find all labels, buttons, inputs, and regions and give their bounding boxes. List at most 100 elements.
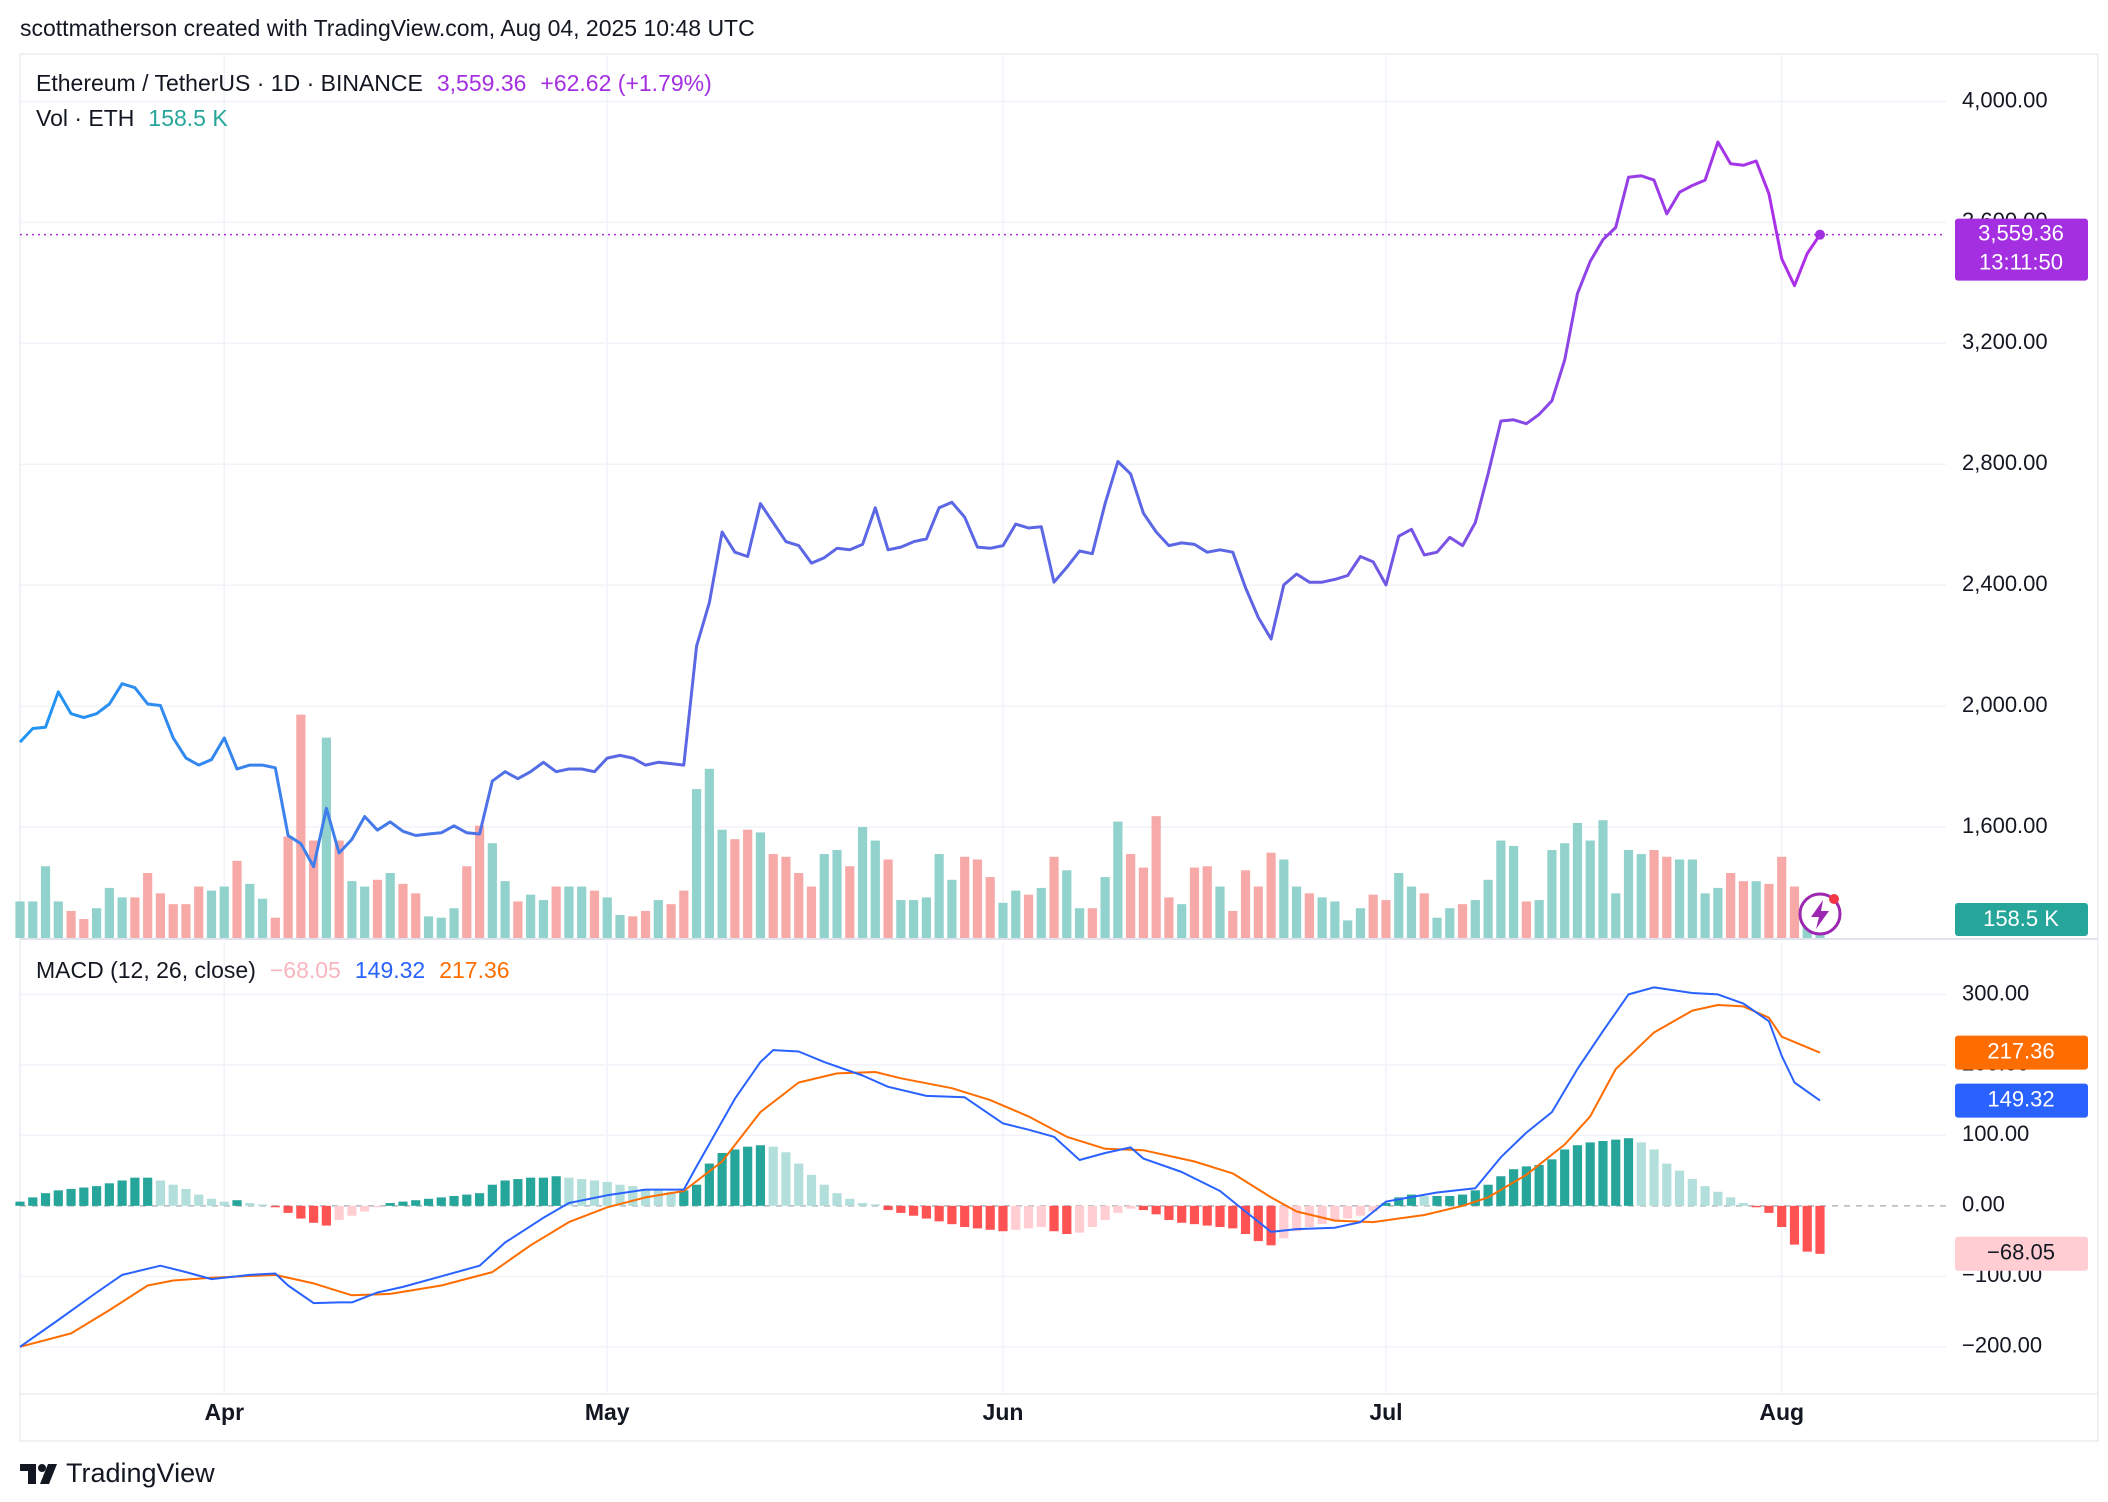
- histogram-bar: [743, 1146, 753, 1206]
- histogram-bar: [1011, 1205, 1021, 1230]
- y-tick-label: −200.00: [1962, 1333, 2042, 1358]
- histogram-bar: [155, 1180, 166, 1206]
- volume-bar: [436, 917, 446, 938]
- volume-bar: [985, 877, 995, 938]
- histogram-bar: [1330, 1205, 1340, 1222]
- histogram-bar: [628, 1186, 638, 1206]
- volume-bar: [1534, 900, 1544, 938]
- volume-bar: [487, 843, 497, 938]
- histogram-bar: [845, 1198, 855, 1206]
- histogram-bar: [1713, 1191, 1723, 1206]
- alert-icon-dot[interactable]: [1829, 894, 1839, 904]
- y-tick-label: 2,000.00: [1962, 692, 2048, 717]
- volume-bar: [564, 886, 574, 938]
- histogram-bar: [870, 1204, 880, 1206]
- histogram-bar: [1394, 1197, 1404, 1206]
- histogram-bar: [1355, 1205, 1366, 1216]
- histogram-bar: [360, 1205, 370, 1212]
- histogram-bar: [1700, 1186, 1710, 1206]
- histogram-bar: [1087, 1205, 1097, 1227]
- volume-bar: [1074, 908, 1085, 938]
- volume-legend: Vol · ETH 158.5 K: [36, 105, 228, 131]
- alert-icon-bolt[interactable]: [1811, 900, 1829, 929]
- histogram-bar: [1521, 1166, 1531, 1206]
- last-price-dot: [1815, 229, 1825, 240]
- volume-bar: [1457, 904, 1468, 938]
- volume-bar: [1189, 867, 1200, 938]
- histogram-bar: [960, 1205, 970, 1227]
- histogram-bar: [92, 1186, 102, 1206]
- histogram-bar: [1662, 1163, 1672, 1206]
- histogram-bar: [1113, 1205, 1123, 1213]
- volume-bar: [423, 916, 434, 938]
- volume-bar: [1215, 886, 1225, 938]
- volume-bar: [1151, 816, 1161, 938]
- histogram-bar: [449, 1195, 459, 1206]
- y-tick-label: 300.00: [1962, 980, 2029, 1005]
- histogram-bar: [794, 1163, 804, 1206]
- volume-bar: [1713, 887, 1723, 938]
- volume-bar: [15, 901, 25, 938]
- histogram-bar: [1253, 1205, 1263, 1242]
- volume-bar: [883, 859, 893, 938]
- histogram-bar: [436, 1197, 446, 1206]
- volume-bar: [1381, 900, 1391, 938]
- volume-bar: [755, 832, 766, 938]
- volume-bar: [1368, 894, 1378, 938]
- histogram-bar: [143, 1177, 153, 1206]
- price-change: +62.62 (+1.79%): [540, 70, 711, 96]
- volume-bar: [219, 886, 229, 938]
- volume-bar: [538, 900, 548, 938]
- alert-icon[interactable]: [1798, 892, 1842, 936]
- histogram-bar: [1279, 1205, 1289, 1239]
- histogram-bar: [194, 1194, 204, 1206]
- volume-bar: [628, 916, 638, 938]
- volume-bar: [845, 866, 855, 938]
- histogram-bar: [768, 1146, 778, 1206]
- volume-bar: [1547, 850, 1557, 938]
- histogram-bar: [1611, 1139, 1621, 1206]
- histogram-bar: [1764, 1205, 1774, 1213]
- volume-bar: [117, 897, 127, 938]
- volume-bar: [194, 886, 204, 938]
- histogram-bar: [168, 1184, 178, 1206]
- y-tick-label: 0.00: [1962, 1192, 2005, 1217]
- histogram-bar: [883, 1205, 893, 1211]
- histogram-bar: [15, 1201, 25, 1206]
- volume-bar: [615, 914, 625, 938]
- volume-bar: [653, 900, 663, 938]
- logo-text: TradingView: [66, 1458, 215, 1488]
- volume-badge: [1955, 903, 2088, 936]
- volume-bar: [1394, 873, 1404, 938]
- macd-badge: [1955, 1035, 2088, 1070]
- volume-bar: [909, 900, 919, 938]
- histogram-bar: [1368, 1205, 1378, 1212]
- histogram-bar: [819, 1184, 829, 1206]
- volume-bar: [551, 886, 561, 938]
- histogram-bar: [1304, 1205, 1314, 1227]
- volume-bar: [1751, 881, 1761, 938]
- volume-bar: [1343, 920, 1353, 938]
- volume-bar: [283, 836, 293, 938]
- histogram-bar: [1777, 1205, 1787, 1227]
- histogram-bar: [1266, 1205, 1276, 1246]
- histogram-bar: [79, 1187, 89, 1206]
- histogram-bar: [1228, 1205, 1238, 1229]
- volume-bar: [589, 890, 600, 938]
- volume-last: 158.5 K: [148, 105, 228, 131]
- histogram-bar: [1789, 1205, 1800, 1245]
- histogram-bar: [1151, 1205, 1161, 1215]
- histogram-bar: [1419, 1195, 1429, 1206]
- histogram-bar: [347, 1205, 357, 1216]
- volume-bar: [372, 879, 383, 938]
- volume-bar: [819, 854, 829, 938]
- volume-bar: [155, 893, 166, 938]
- histogram-bar: [972, 1205, 983, 1229]
- volume-title: Vol · ETH: [36, 105, 134, 131]
- volume-bar: [1649, 850, 1659, 938]
- histogram-bar: [1343, 1205, 1353, 1219]
- histogram-bar: [1560, 1149, 1570, 1206]
- signal-line: [19, 1004, 1821, 1348]
- volume-bar: [806, 886, 817, 938]
